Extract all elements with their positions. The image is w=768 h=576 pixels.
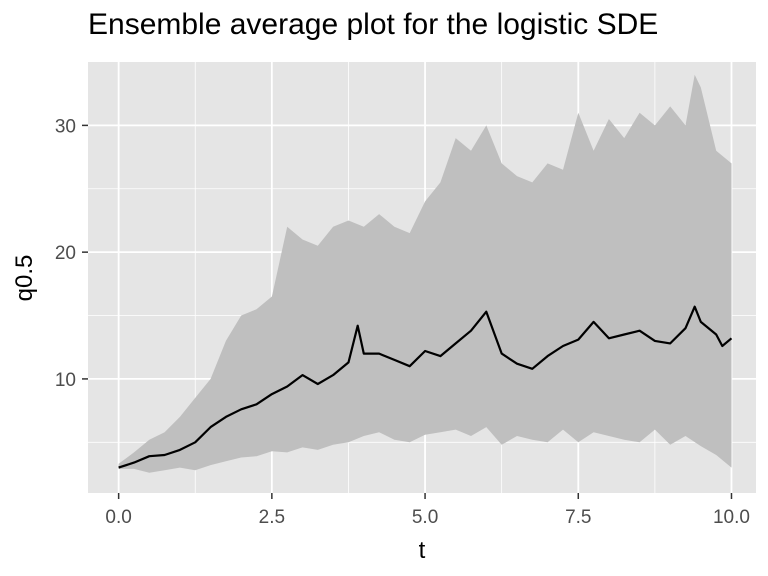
- median-line: [118, 305, 733, 469]
- x-tick-label: 10.0: [713, 507, 750, 528]
- y-tick-label: 10: [55, 370, 76, 391]
- x-axis-title: t: [419, 537, 426, 564]
- x-tick-label: 0.0: [105, 507, 131, 528]
- x-axis: 0.0 2.5 5.0 7.5 10.0: [105, 493, 750, 528]
- quantile-ribbon: [118, 74, 732, 473]
- y-axis-title: q0.5: [11, 255, 38, 302]
- x-tick-label: 7.5: [565, 507, 591, 528]
- y-tick-label: 20: [55, 243, 76, 264]
- x-tick-label: 2.5: [259, 507, 285, 528]
- y-tick-label: 30: [55, 116, 76, 137]
- x-tick-label: 5.0: [412, 507, 438, 528]
- y-axis: 10 20 30: [55, 116, 88, 391]
- chart-title: Ensemble average plot for the logistic S…: [88, 8, 659, 41]
